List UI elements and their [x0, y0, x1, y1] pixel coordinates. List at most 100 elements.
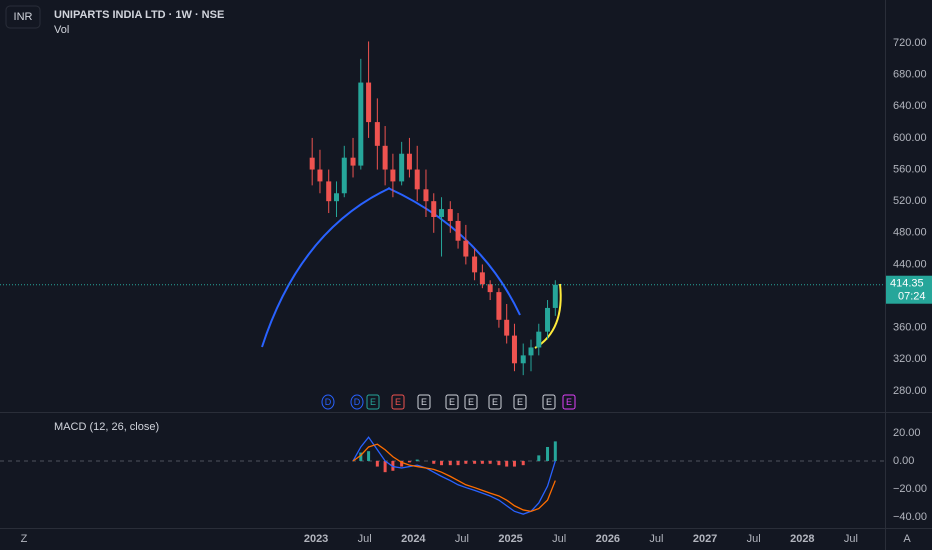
event-label: E: [546, 397, 552, 407]
event-marker[interactable]: [513, 394, 527, 410]
macd-line: [352, 443, 556, 513]
event-marker[interactable]: [488, 394, 502, 410]
candle-body: [439, 209, 445, 217]
countdown: 07:24: [898, 291, 926, 303]
candle-body: [333, 193, 339, 202]
y-tick-label: 20.00: [893, 427, 921, 439]
last-price-box: [886, 275, 932, 304]
x-tick-label: Jul: [455, 533, 469, 545]
event-label: D: [325, 397, 332, 407]
candle-body: [511, 335, 517, 364]
histogram-bar: [440, 460, 444, 466]
y-tick-label: −20.00: [893, 483, 927, 495]
last-price: 414.35: [890, 278, 924, 290]
event-label: E: [517, 397, 523, 407]
candle-body: [414, 169, 420, 190]
histogram-bar: [537, 455, 541, 461]
candle-body: [463, 240, 469, 257]
volume-label: Vol: [54, 24, 69, 36]
event-label: E: [395, 397, 401, 407]
macd-line: [352, 436, 556, 515]
candle-body: [309, 157, 315, 170]
candle-body: [382, 145, 388, 170]
candle-body: [358, 82, 364, 166]
x-tick-label: 2028: [790, 533, 814, 545]
histogram-bar: [415, 459, 419, 461]
currency-button[interactable]: [5, 5, 41, 29]
x-tick-label: 2024: [401, 533, 426, 545]
candle-body: [528, 347, 534, 356]
histogram-bar: [383, 460, 387, 473]
candle-body: [496, 292, 502, 320]
timezone-button[interactable]: Z: [21, 533, 28, 545]
histogram-bar: [359, 452, 363, 461]
event-marker[interactable]: [366, 394, 380, 410]
candle-body: [504, 319, 510, 336]
macd-title: MACD (12, 26, close): [54, 421, 159, 433]
drawing-arc[interactable]: [261, 187, 391, 348]
histogram-bar: [464, 460, 468, 464]
y-tick-label: 720.00: [893, 37, 927, 49]
candle-body: [341, 157, 347, 194]
y-tick-label: 640.00: [893, 100, 927, 112]
x-tick-label: 2026: [596, 533, 620, 545]
y-tick-label: 680.00: [893, 69, 927, 81]
x-tick-label: 2025: [498, 533, 522, 545]
event-marker[interactable]: [391, 394, 405, 410]
candle-body: [406, 153, 412, 170]
y-tick-label: 280.00: [893, 385, 927, 397]
event-marker[interactable]: [562, 394, 576, 410]
x-tick-label: Jul: [844, 533, 858, 545]
histogram-bar: [512, 460, 516, 467]
candle-body: [350, 157, 356, 166]
auto-scale-button[interactable]: A: [903, 533, 911, 545]
event-marker[interactable]: [464, 394, 478, 410]
y-tick-label: 560.00: [893, 163, 927, 175]
event-marker[interactable]: [445, 394, 459, 410]
histogram-bar: [375, 460, 379, 467]
x-tick-label: Jul: [747, 533, 761, 545]
event-label: E: [421, 397, 427, 407]
candle-body: [431, 201, 437, 217]
histogram-bar: [553, 441, 557, 461]
event-marker[interactable]: [542, 394, 556, 410]
candle-body: [487, 284, 493, 293]
event-label: E: [449, 397, 455, 407]
candle-body: [326, 181, 332, 202]
event-label: E: [492, 397, 498, 407]
candle-body: [374, 122, 380, 146]
symbol-title: UNIPARTS INDIA LTD · 1W · NSE: [54, 9, 224, 21]
candle-body: [399, 153, 405, 182]
candle-body: [455, 220, 461, 241]
candle-body: [366, 82, 372, 123]
x-tick-label: 2027: [693, 533, 717, 545]
x-tick-label: Jul: [649, 533, 663, 545]
event-marker[interactable]: [417, 394, 431, 410]
candle-body: [423, 189, 429, 202]
histogram-bar: [473, 460, 477, 464]
histogram-bar: [546, 446, 550, 461]
histogram-bar: [480, 460, 484, 464]
histogram-bar: [505, 460, 509, 467]
candle-body: [545, 307, 551, 332]
event-label: E: [468, 397, 474, 407]
histogram-bar: [367, 451, 371, 461]
y-tick-label: 360.00: [893, 322, 927, 334]
candle-body: [536, 331, 542, 348]
candle-body: [479, 272, 485, 285]
candle-body: [447, 209, 453, 221]
currency: INR: [14, 11, 33, 23]
event-marker[interactable]: [321, 394, 335, 410]
histogram-bar: [497, 460, 501, 466]
y-tick-label: 0.00: [893, 455, 914, 467]
histogram-bar: [521, 460, 525, 466]
histogram-bar: [400, 460, 404, 467]
y-tick-label: 480.00: [893, 227, 927, 239]
y-tick-label: 520.00: [893, 195, 927, 207]
event-marker[interactable]: [350, 394, 364, 410]
histogram-bar: [432, 460, 436, 464]
candle-body: [472, 256, 478, 273]
candle-body: [520, 355, 526, 364]
